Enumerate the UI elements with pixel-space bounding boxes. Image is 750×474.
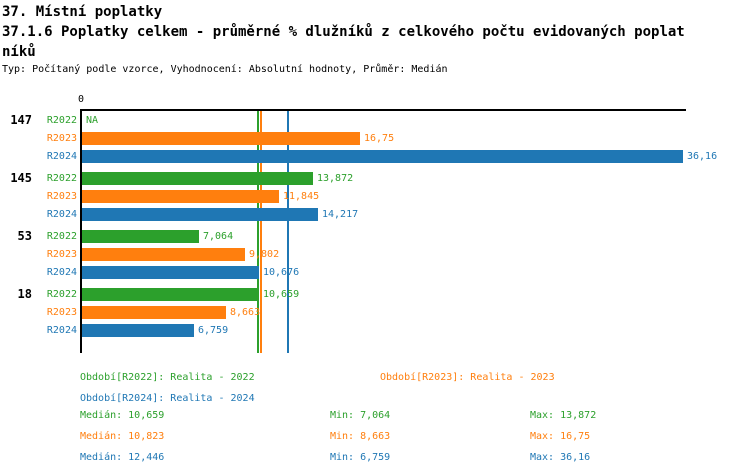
- category-label: 18: [17, 287, 32, 301]
- stat-median-row2: Medián: 10,823: [80, 431, 165, 442]
- category-label: 147: [10, 113, 32, 127]
- legend-item-1: Období[R2022]: Realita - 2022: [80, 372, 255, 383]
- stat-min-row2: Min: 8,663: [330, 431, 391, 442]
- bar-r2023-145: [82, 190, 279, 203]
- bar-r2023-53: [82, 248, 245, 261]
- chart-subtitle: Typ: Počítaný podle vzorce, Vyhodnocení:…: [2, 64, 448, 75]
- stat-max-row3: Max: 36,16: [530, 452, 591, 463]
- series-label-r2024: R2024: [46, 209, 77, 220]
- bar-r2022-53: [82, 230, 199, 243]
- x-axis-zero-tick-label: 0: [77, 94, 85, 105]
- series-label-r2024: R2024: [46, 325, 77, 336]
- series-label-r2023: R2023: [46, 133, 77, 144]
- median-line-r2022: [257, 111, 259, 353]
- bar-r2024-53: [82, 266, 259, 279]
- bar-r2022-145: [82, 172, 313, 185]
- bar-r2023-18: [82, 306, 226, 319]
- value-label: 9,802: [249, 249, 280, 260]
- value-label: 36,16: [687, 151, 718, 162]
- y-axis-line: [80, 109, 82, 353]
- value-label: NA: [86, 115, 99, 126]
- series-label-r2023: R2023: [46, 249, 77, 260]
- legend: Období[R2022]: Realita - 2022 Období[R202…: [0, 371, 750, 413]
- page-title: 37. Místní poplatky: [2, 4, 163, 20]
- series-label-r2024: R2024: [46, 151, 77, 162]
- stat-median-row1: Medián: 10,659: [80, 410, 165, 421]
- value-label: 8,663: [230, 307, 261, 318]
- series-label-r2022: R2022: [46, 289, 77, 300]
- value-label: 10,659: [263, 289, 300, 300]
- series-label-r2023: R2023: [46, 307, 77, 318]
- value-label: 13,872: [317, 173, 354, 184]
- bar-r2024-145: [82, 208, 318, 221]
- stat-max-row2: Max: 16,75: [530, 431, 591, 442]
- legend-item-2: Období[R2023]: Realita - 2023: [380, 372, 555, 383]
- series-label-r2023: R2023: [46, 191, 77, 202]
- bar-r2023-147: [82, 132, 360, 145]
- category-label: 53: [17, 229, 32, 243]
- stat-median-row3: Medián: 12,446: [80, 452, 165, 463]
- stat-max-row1: Max: 13,872: [530, 410, 597, 421]
- series-label-r2022: R2022: [46, 231, 77, 242]
- bar-r2024-147: [82, 150, 683, 163]
- category-label: 145: [10, 171, 32, 185]
- bar-r2024-18: [82, 324, 194, 337]
- bar-r2022-18: [82, 288, 259, 301]
- legend-item-3: Období[R2024]: Realita - 2024: [80, 393, 255, 404]
- value-label: 7,064: [203, 231, 234, 242]
- value-label: 10,676: [263, 267, 300, 278]
- stats-panel: Medián: 10,659 Min: 7,064 Max: 13,872 Mediá…: [0, 409, 750, 471]
- horizontal-bar-chart: 0 147 R2022 NA R2023 16,75 R2024 36,16 145 R2022…: [0, 92, 750, 364]
- series-label-r2022: R2022: [46, 173, 77, 184]
- series-label-r2024: R2024: [46, 267, 77, 278]
- x-axis-line: [81, 109, 686, 111]
- stat-min-row3: Min: 6,759: [330, 452, 391, 463]
- median-line-r2023: [260, 111, 262, 353]
- stat-min-row1: Min: 7,064: [330, 410, 391, 421]
- chart-title: 37.1.6 Poplatky celkem - průměrné % dluž…: [2, 24, 685, 60]
- value-label: 11,845: [283, 191, 320, 202]
- series-label-r2022: R2022: [46, 115, 77, 126]
- value-label: 6,759: [198, 325, 229, 336]
- value-label: 14,217: [322, 209, 359, 220]
- median-line-r2024: [287, 111, 289, 353]
- value-label: 16,75: [364, 133, 395, 144]
